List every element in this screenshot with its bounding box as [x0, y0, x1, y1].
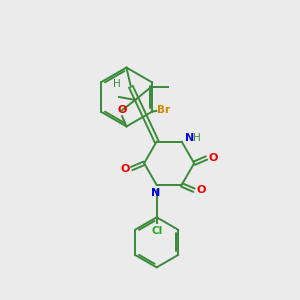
- Text: N: N: [184, 133, 194, 143]
- Text: O: O: [117, 105, 127, 115]
- Text: N: N: [151, 188, 160, 199]
- Text: Cl: Cl: [151, 226, 162, 236]
- Text: Br: Br: [157, 105, 170, 115]
- Text: H: H: [113, 79, 121, 89]
- Text: O: O: [196, 185, 206, 195]
- Text: H: H: [193, 133, 201, 143]
- Text: O: O: [120, 164, 130, 173]
- Text: O: O: [208, 153, 218, 163]
